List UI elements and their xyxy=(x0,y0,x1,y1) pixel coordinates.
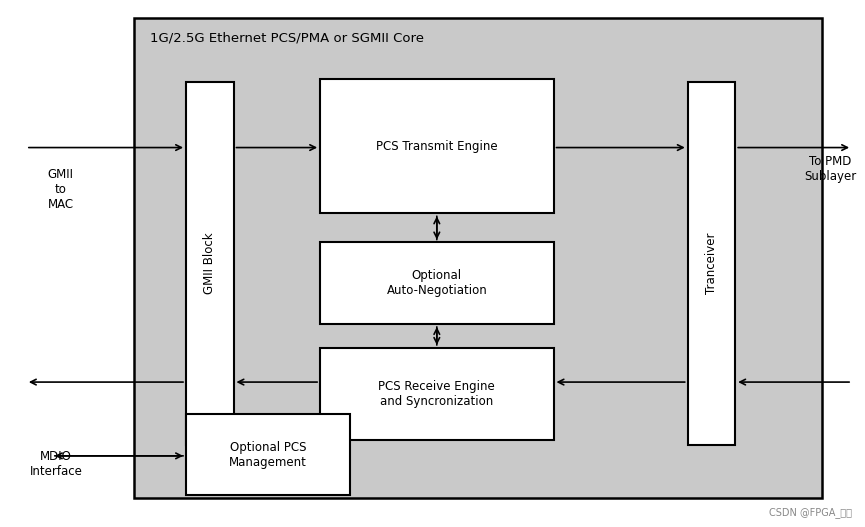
Bar xyxy=(186,82,234,445)
Text: 1G/2.5G Ethernet PCS/PMA or SGMII Core: 1G/2.5G Ethernet PCS/PMA or SGMII Core xyxy=(150,32,424,45)
Text: PCS Transmit Engine: PCS Transmit Engine xyxy=(376,140,497,153)
Text: GMII
to
MAC: GMII to MAC xyxy=(48,168,74,211)
Text: MDIO
Interface: MDIO Interface xyxy=(29,450,83,478)
Text: CSDN @FPGA_青年: CSDN @FPGA_青年 xyxy=(769,506,852,518)
Bar xyxy=(320,242,554,324)
Text: Optional
Auto-Negotiation: Optional Auto-Negotiation xyxy=(387,269,487,297)
Bar xyxy=(688,82,735,445)
Bar xyxy=(134,18,822,498)
Text: To PMD
Sublayer: To PMD Sublayer xyxy=(804,154,856,183)
Bar xyxy=(320,79,554,213)
Text: Optional PCS
Management: Optional PCS Management xyxy=(229,441,307,469)
Text: GMII Block: GMII Block xyxy=(203,233,216,294)
Bar xyxy=(320,348,554,440)
Bar xyxy=(186,414,350,495)
Text: PCS Receive Engine
and Syncronization: PCS Receive Engine and Syncronization xyxy=(379,380,495,408)
Text: Tranceiver: Tranceiver xyxy=(705,233,718,294)
